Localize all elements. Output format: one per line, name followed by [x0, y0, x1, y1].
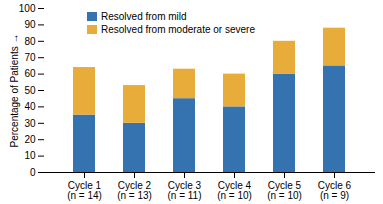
svg-text:Cycle 2(n = 13): Cycle 2(n = 13): [117, 180, 152, 201]
svg-text:Cycle 5(n = 10): Cycle 5(n = 10): [267, 180, 302, 201]
svg-text:Cycle 6(n = 9): Cycle 6(n = 9): [318, 180, 352, 201]
html-text:Resolved from mild: Resolved from mild: [101, 11, 187, 22]
svg-text:60: 60: [24, 68, 36, 79]
svg-text:Cycle 1(n = 14): Cycle 1(n = 14): [67, 180, 102, 201]
svg-text:100: 100: [19, 3, 36, 14]
svg-text:30: 30: [24, 118, 36, 129]
svg-text:Cycle 4(n = 10): Cycle 4(n = 10): [217, 180, 252, 201]
svg-text:20: 20: [24, 134, 36, 145]
svg-text:90: 90: [24, 19, 36, 30]
svg-text:70: 70: [24, 52, 36, 63]
html-text:Resolved from moderate or seve: Resolved from moderate or severe: [101, 24, 255, 35]
svg-text:10: 10: [24, 150, 36, 161]
svg-text:Cycle 3(n = 11): Cycle 3(n = 11): [168, 180, 202, 201]
svg-text:50: 50: [24, 85, 36, 96]
svg-text:40: 40: [24, 101, 36, 112]
svg-text:80: 80: [24, 36, 36, 47]
svg-text:Percentage of Patients →: Percentage of Patients →: [9, 34, 20, 148]
svg-text:0: 0: [30, 167, 36, 178]
